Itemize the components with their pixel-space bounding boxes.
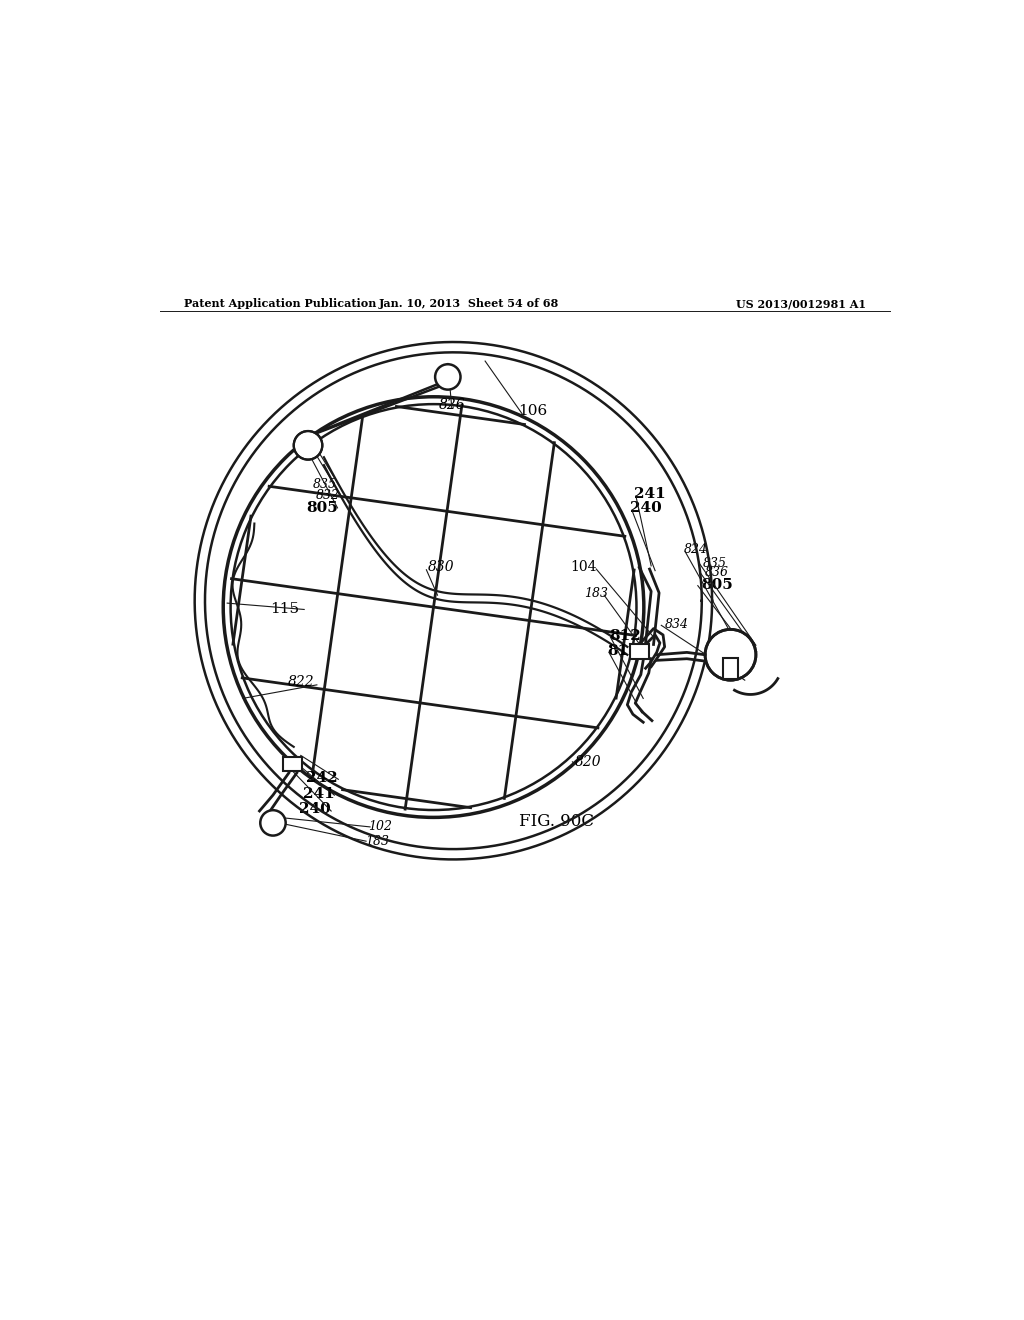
Text: 830: 830: [428, 561, 455, 574]
Text: 115: 115: [270, 602, 300, 616]
FancyBboxPatch shape: [723, 657, 738, 678]
FancyBboxPatch shape: [630, 644, 649, 659]
Text: Patent Application Publication: Patent Application Publication: [183, 298, 376, 309]
Text: 810: 810: [607, 644, 639, 657]
Text: 183: 183: [366, 834, 389, 847]
Text: 822: 822: [288, 676, 314, 689]
Text: 835: 835: [703, 557, 727, 570]
Text: 102: 102: [369, 821, 392, 833]
Text: 241: 241: [302, 787, 335, 800]
Circle shape: [435, 364, 461, 389]
Text: 824: 824: [683, 543, 708, 556]
Text: 835: 835: [312, 478, 337, 491]
Text: 183: 183: [585, 587, 608, 601]
Text: 104: 104: [570, 561, 597, 574]
Text: 805: 805: [306, 500, 338, 515]
FancyBboxPatch shape: [284, 756, 302, 771]
Circle shape: [706, 630, 756, 680]
Text: 834: 834: [666, 618, 689, 631]
Text: 241: 241: [634, 487, 666, 500]
Text: 106: 106: [518, 404, 548, 418]
Text: 240: 240: [299, 803, 331, 817]
Text: 240: 240: [630, 500, 662, 515]
Text: FIG. 90C: FIG. 90C: [519, 813, 594, 830]
Text: 836: 836: [705, 566, 729, 579]
Text: 812: 812: [609, 630, 641, 643]
Circle shape: [260, 810, 286, 836]
Text: Jan. 10, 2013  Sheet 54 of 68: Jan. 10, 2013 Sheet 54 of 68: [379, 298, 559, 309]
Text: 805: 805: [701, 578, 733, 591]
Text: US 2013/0012981 A1: US 2013/0012981 A1: [736, 298, 866, 309]
Text: 820: 820: [574, 755, 602, 768]
Text: 242: 242: [306, 771, 338, 784]
Text: 832: 832: [316, 488, 340, 502]
Text: 826: 826: [438, 397, 465, 412]
Circle shape: [294, 432, 323, 459]
